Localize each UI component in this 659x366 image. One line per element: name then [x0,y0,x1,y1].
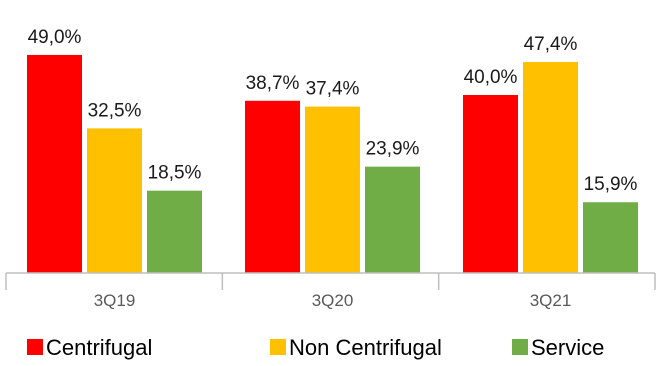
legend-swatch-centrifugal [27,339,43,355]
data-labels-layer: 49,0% 32,5% 18,5% 38,7% 37,4% 23,9% 40,0% 47,4%… [28,27,638,195]
legend: Centrifugal Non Centrifugal Service [27,335,604,360]
bar-centrifugal-3q19 [27,54,82,274]
bar-service-3q21 [583,202,638,273]
data-label-non-centrifugal-3q20: 37,4% [306,79,360,100]
x-tick-label-3q20: 3Q20 [312,291,354,310]
x-tick-label-3q19: 3Q19 [94,291,136,310]
legend-label-non-centrifugal: Non Centrifugal [289,335,442,360]
bar-centrifugal-3q21 [463,95,518,273]
data-label-non-centrifugal-3q21: 47,4% [524,34,578,55]
data-label-service-3q20: 23,9% [366,139,420,160]
legend-label-centrifugal: Centrifugal [46,335,152,360]
data-label-service-3q21: 15,9% [584,174,638,195]
data-label-centrifugal-3q19: 49,0% [28,27,82,48]
x-axis: 3Q19 3Q20 3Q21 [5,272,656,310]
bar-non-centrifugal-3q21 [523,62,578,273]
bar-service-3q19 [147,190,202,273]
bar-service-3q20 [365,166,420,273]
data-label-centrifugal-3q21: 40,0% [464,67,518,88]
data-label-non-centrifugal-3q19: 32,5% [88,100,142,121]
bar-non-centrifugal-3q19 [87,128,142,273]
bar-non-centrifugal-3q20 [305,106,360,273]
legend-swatch-non-centrifugal [270,339,286,355]
data-label-centrifugal-3q20: 38,7% [246,73,300,94]
bars-layer [27,54,638,274]
x-tick-label-3q21: 3Q21 [530,291,572,310]
legend-label-service: Service [531,335,604,360]
data-label-service-3q19: 18,5% [148,163,202,184]
legend-swatch-service [512,339,528,355]
bar-centrifugal-3q20 [245,100,300,273]
